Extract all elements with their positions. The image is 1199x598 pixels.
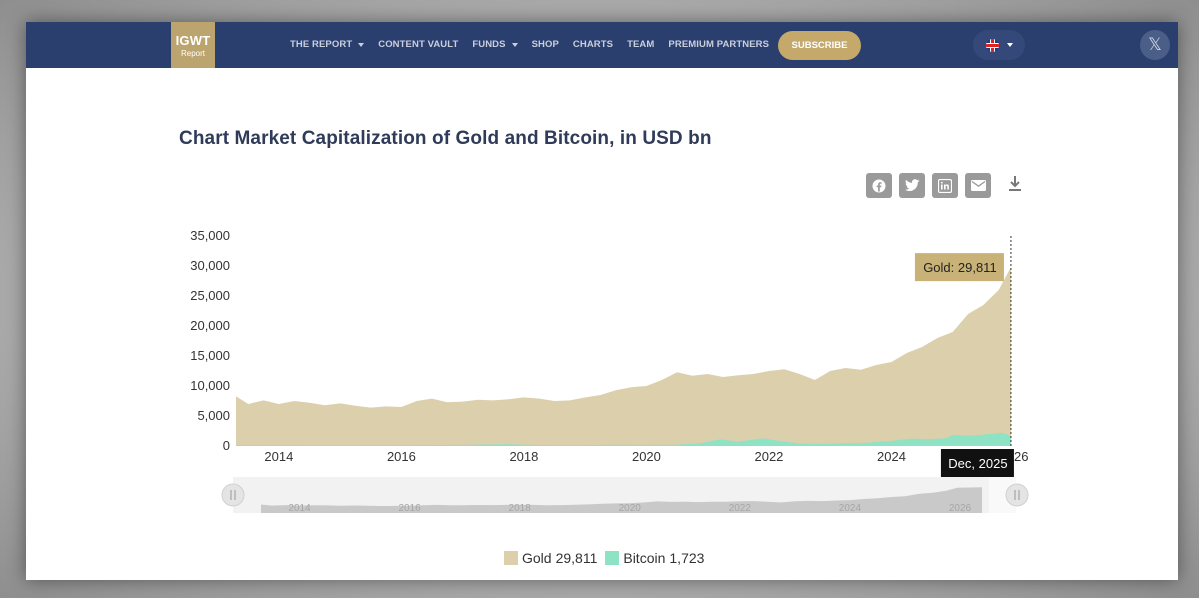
uk-flag-icon xyxy=(985,38,999,52)
nav-item-label: SHOP xyxy=(531,39,559,50)
twitter-icon[interactable] xyxy=(899,173,925,198)
language-selector[interactable] xyxy=(973,30,1025,60)
y-tick-label: 25,000 xyxy=(190,288,230,303)
chevron-down-icon xyxy=(358,42,365,47)
site-logo[interactable]: IGWT Report xyxy=(171,22,215,68)
y-tick-label: 10,000 xyxy=(190,378,230,393)
tooltip-label: Gold: 29,811 xyxy=(923,260,996,275)
y-tick-label: 30,000 xyxy=(190,258,230,273)
tooltip-gold: Gold: 29,811 xyxy=(914,253,1004,282)
logo-subtext: Report xyxy=(180,49,205,58)
legend-value: 29,811 xyxy=(555,550,598,566)
legend-swatch-bitcoin xyxy=(605,551,620,565)
nav-item-content-vault[interactable]: CONTENT VAULT xyxy=(378,39,458,50)
share-bar xyxy=(866,173,991,198)
logo-text: IGWT xyxy=(175,33,211,48)
download-icon[interactable] xyxy=(1006,174,1024,194)
nav-item-label: FUNDS xyxy=(472,39,506,50)
navigator-tick-label: 2016 xyxy=(398,503,421,514)
navigator-handle-right[interactable] xyxy=(1005,483,1029,507)
subscribe-button[interactable]: SUBSCRIBE xyxy=(778,31,861,60)
x-tick-label: 2020 xyxy=(632,449,661,464)
facebook-icon[interactable] xyxy=(866,173,892,198)
nav-item-premium-partners[interactable]: PREMIUM PARTNERS xyxy=(668,39,769,50)
y-tick-label: 0 xyxy=(223,438,230,453)
navigator-tick-label: 2026 xyxy=(949,503,972,514)
navigator-handle-left[interactable] xyxy=(221,483,245,507)
tooltip-box xyxy=(914,253,1004,282)
chart-legend: Gold 29,811 Bitcoin 1,723 xyxy=(504,550,704,566)
linkedin-icon[interactable] xyxy=(932,173,958,198)
handle-circle xyxy=(1005,483,1029,507)
legend-item-bitcoin[interactable]: Bitcoin 1,723 xyxy=(605,550,704,566)
y-tick-label: 35,000 xyxy=(190,228,230,243)
legend-value: 1,723 xyxy=(669,550,705,566)
area-series-gold xyxy=(236,267,1011,446)
nav-item-label: CONTENT VAULT xyxy=(378,39,459,50)
nav-item-funds[interactable]: FUNDS xyxy=(472,39,518,50)
handle-circle xyxy=(221,483,245,507)
browser-page: IGWT Report THE REPORT CONTENT VAULT FUN… xyxy=(26,22,1178,580)
nav-item-the-report[interactable]: THE REPORT xyxy=(290,39,365,50)
tooltip-date: Dec, 2025 xyxy=(940,449,1014,477)
chart-svg[interactable]: 0 5,000 10,000 15,000 20,000 25,000 30,000 35,0… xyxy=(26,22,1178,580)
x-tick-label: 2022 xyxy=(754,449,783,464)
nav-item-team[interactable]: TEAM xyxy=(627,39,654,50)
area-series-bitcoin xyxy=(236,432,1011,446)
x-icon[interactable]: 𝕏 xyxy=(1140,30,1170,60)
navigator-tick-label: 2020 xyxy=(619,503,642,514)
navigator-tick-label: 2022 xyxy=(729,503,752,514)
nav-item-label: TEAM xyxy=(627,39,655,50)
site-header: IGWT Report THE REPORT CONTENT VAULT FUN… xyxy=(26,22,1178,68)
nav-item-label: THE REPORT xyxy=(290,39,353,50)
navigator-series xyxy=(261,487,982,513)
navigator-tick-label: 2018 xyxy=(509,503,532,514)
x-tick-label: 2024 xyxy=(877,449,906,464)
chevron-down-icon xyxy=(1006,43,1013,47)
legend-label: Bitcoin xyxy=(623,550,666,566)
x-tick-label: 2018 xyxy=(509,449,538,464)
nav-item-label: CHARTS xyxy=(572,39,614,50)
chevron-down-icon xyxy=(511,42,518,47)
email-icon[interactable] xyxy=(965,173,991,198)
nav-item-label: PREMIUM PARTNERS xyxy=(668,39,770,50)
main-nav: THE REPORT CONTENT VAULT FUNDS SHOP CHAR… xyxy=(290,39,769,50)
nav-item-charts[interactable]: CHARTS xyxy=(573,39,613,50)
x-tick-label: 2014 xyxy=(264,449,293,464)
x-tick-label: 2016 xyxy=(387,449,416,464)
y-tick-label: 5,000 xyxy=(197,408,230,423)
y-tick-label: 15,000 xyxy=(190,348,230,363)
navigator-tick-label: 2024 xyxy=(839,503,862,514)
legend-label: Gold xyxy=(522,550,552,566)
date-tooltip-label: Dec, 2025 xyxy=(948,456,1007,471)
navigator-tick-label: 2014 xyxy=(288,503,311,514)
legend-swatch-gold xyxy=(504,551,518,565)
chart-title: Chart Market Capitalization of Gold and … xyxy=(179,128,712,149)
date-tooltip-box xyxy=(940,449,1014,477)
nav-item-shop[interactable]: SHOP xyxy=(532,39,559,50)
legend-item-gold[interactable]: Gold 29,811 xyxy=(504,550,597,566)
y-tick-label: 20,000 xyxy=(190,318,230,333)
